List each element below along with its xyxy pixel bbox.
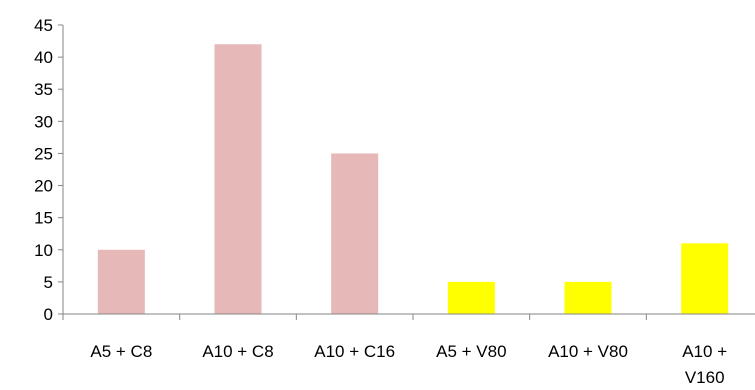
x-category-label: A10 + V80 bbox=[548, 342, 628, 361]
y-tick-label: 40 bbox=[34, 48, 53, 67]
bar bbox=[97, 249, 145, 314]
y-tick-label: 20 bbox=[34, 177, 53, 196]
y-tick-label: 25 bbox=[34, 144, 53, 163]
x-category-label: A10 + C8 bbox=[202, 342, 273, 361]
y-tick-label: 15 bbox=[34, 209, 53, 228]
y-tick-label: 10 bbox=[34, 241, 53, 260]
y-tick-label: 5 bbox=[44, 273, 53, 292]
bar bbox=[564, 281, 612, 314]
x-axis-ticks bbox=[62, 314, 647, 320]
x-category-label: A5 + V80 bbox=[436, 342, 506, 361]
x-axis-labels: A5 + C8 A10 + C8 A10 + C16 A5 + V80 A10 + V8… bbox=[90, 342, 727, 387]
bar bbox=[447, 281, 495, 314]
x-category-label: A5 + C8 bbox=[90, 342, 152, 361]
x-category-label: A10 + V160 bbox=[682, 342, 727, 387]
y-tick-label: 30 bbox=[34, 112, 53, 131]
y-tick-label: 0 bbox=[44, 305, 53, 324]
y-tick-label: 45 bbox=[34, 16, 53, 35]
bar bbox=[331, 153, 379, 314]
bars-group bbox=[97, 44, 729, 315]
bar bbox=[681, 243, 729, 314]
x-category-label: A10 + C16 bbox=[314, 342, 395, 361]
y-axis-ticks: 0 5 10 15 20 25 30 35 40 45 bbox=[34, 16, 63, 324]
y-tick-label: 35 bbox=[34, 80, 53, 99]
bar bbox=[214, 44, 262, 315]
